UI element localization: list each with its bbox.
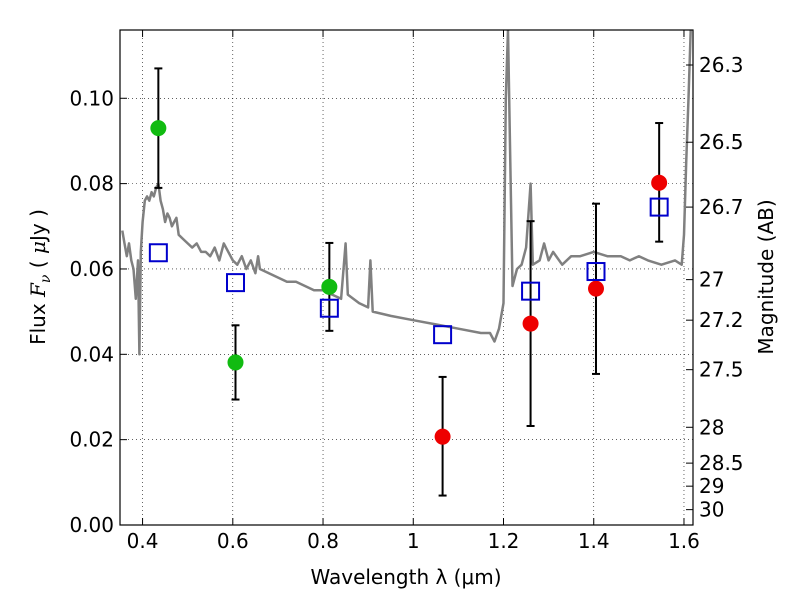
- x-tick-label: 1.6: [668, 529, 700, 553]
- y-label-part-5: μ: [26, 241, 50, 254]
- right-tick-label: 27: [699, 268, 724, 292]
- ticks: 0.4 0.6 0.8 1 1.2 1.4 1.6 0.00 0.02 0.04 0.06 0.08 0…: [69, 30, 744, 553]
- y-tick-label: 0.10: [69, 86, 114, 110]
- x-tick-label: 0.4: [127, 529, 159, 553]
- plot-frame: [119, 29, 694, 526]
- model-point: [521, 281, 541, 301]
- data-point: [434, 428, 451, 445]
- data-point: [227, 354, 244, 371]
- y-tick-label: 0.08: [69, 172, 114, 196]
- right-tick-label: 26.3: [699, 53, 744, 77]
- markers: [148, 67, 669, 497]
- right-axis-label: Magnitude (AB): [754, 199, 778, 354]
- y-label-part-1: Flux: [26, 297, 50, 345]
- y-label-part-6: Jy ): [26, 209, 50, 243]
- y-axis-label: Flux Fν ( μJy ): [26, 209, 54, 345]
- right-tick-label: 26.7: [699, 195, 744, 219]
- model-point: [148, 243, 168, 263]
- y-tick-label: 0.02: [69, 428, 114, 452]
- x-tick-label: 1.2: [488, 529, 520, 553]
- y-label-part-4: (: [26, 254, 50, 275]
- model-point: [586, 262, 606, 282]
- y-label-part-3: ν: [38, 274, 54, 283]
- y-tick-label: 0.04: [69, 342, 114, 366]
- model-point: [433, 325, 453, 345]
- right-tick-label: 30: [699, 498, 724, 522]
- y-tick-label: 0.06: [69, 257, 114, 281]
- right-tick-label: 28.5: [699, 451, 744, 475]
- model-point: [226, 273, 246, 293]
- right-tick-label: 26.5: [699, 130, 744, 154]
- grid: [120, 30, 693, 526]
- data-point: [150, 120, 167, 137]
- model-point: [649, 197, 669, 217]
- model-point: [319, 298, 339, 318]
- x-tick-label: 1.4: [578, 529, 610, 553]
- x-tick-label: 0.8: [307, 529, 339, 553]
- right-tick-label: 27.5: [699, 358, 744, 382]
- data-point: [651, 174, 668, 191]
- x-tick-label: 1: [407, 529, 420, 553]
- right-tick-label: 27.2: [699, 308, 744, 332]
- right-tick-label: 28: [699, 415, 724, 439]
- data-point: [321, 278, 338, 295]
- right-tick-label: 29: [699, 474, 724, 498]
- data-point: [522, 315, 539, 332]
- plot-area: [121, 30, 692, 356]
- plot-background: [120, 30, 693, 525]
- data-point: [587, 280, 604, 297]
- x-tick-label: 0.6: [217, 529, 249, 553]
- x-axis-label: Wavelength λ (μm): [310, 565, 501, 589]
- y-tick-label: 0.00: [69, 513, 114, 537]
- model-spectrum-line: [121, 30, 692, 356]
- y-label-part-2: F: [26, 282, 50, 298]
